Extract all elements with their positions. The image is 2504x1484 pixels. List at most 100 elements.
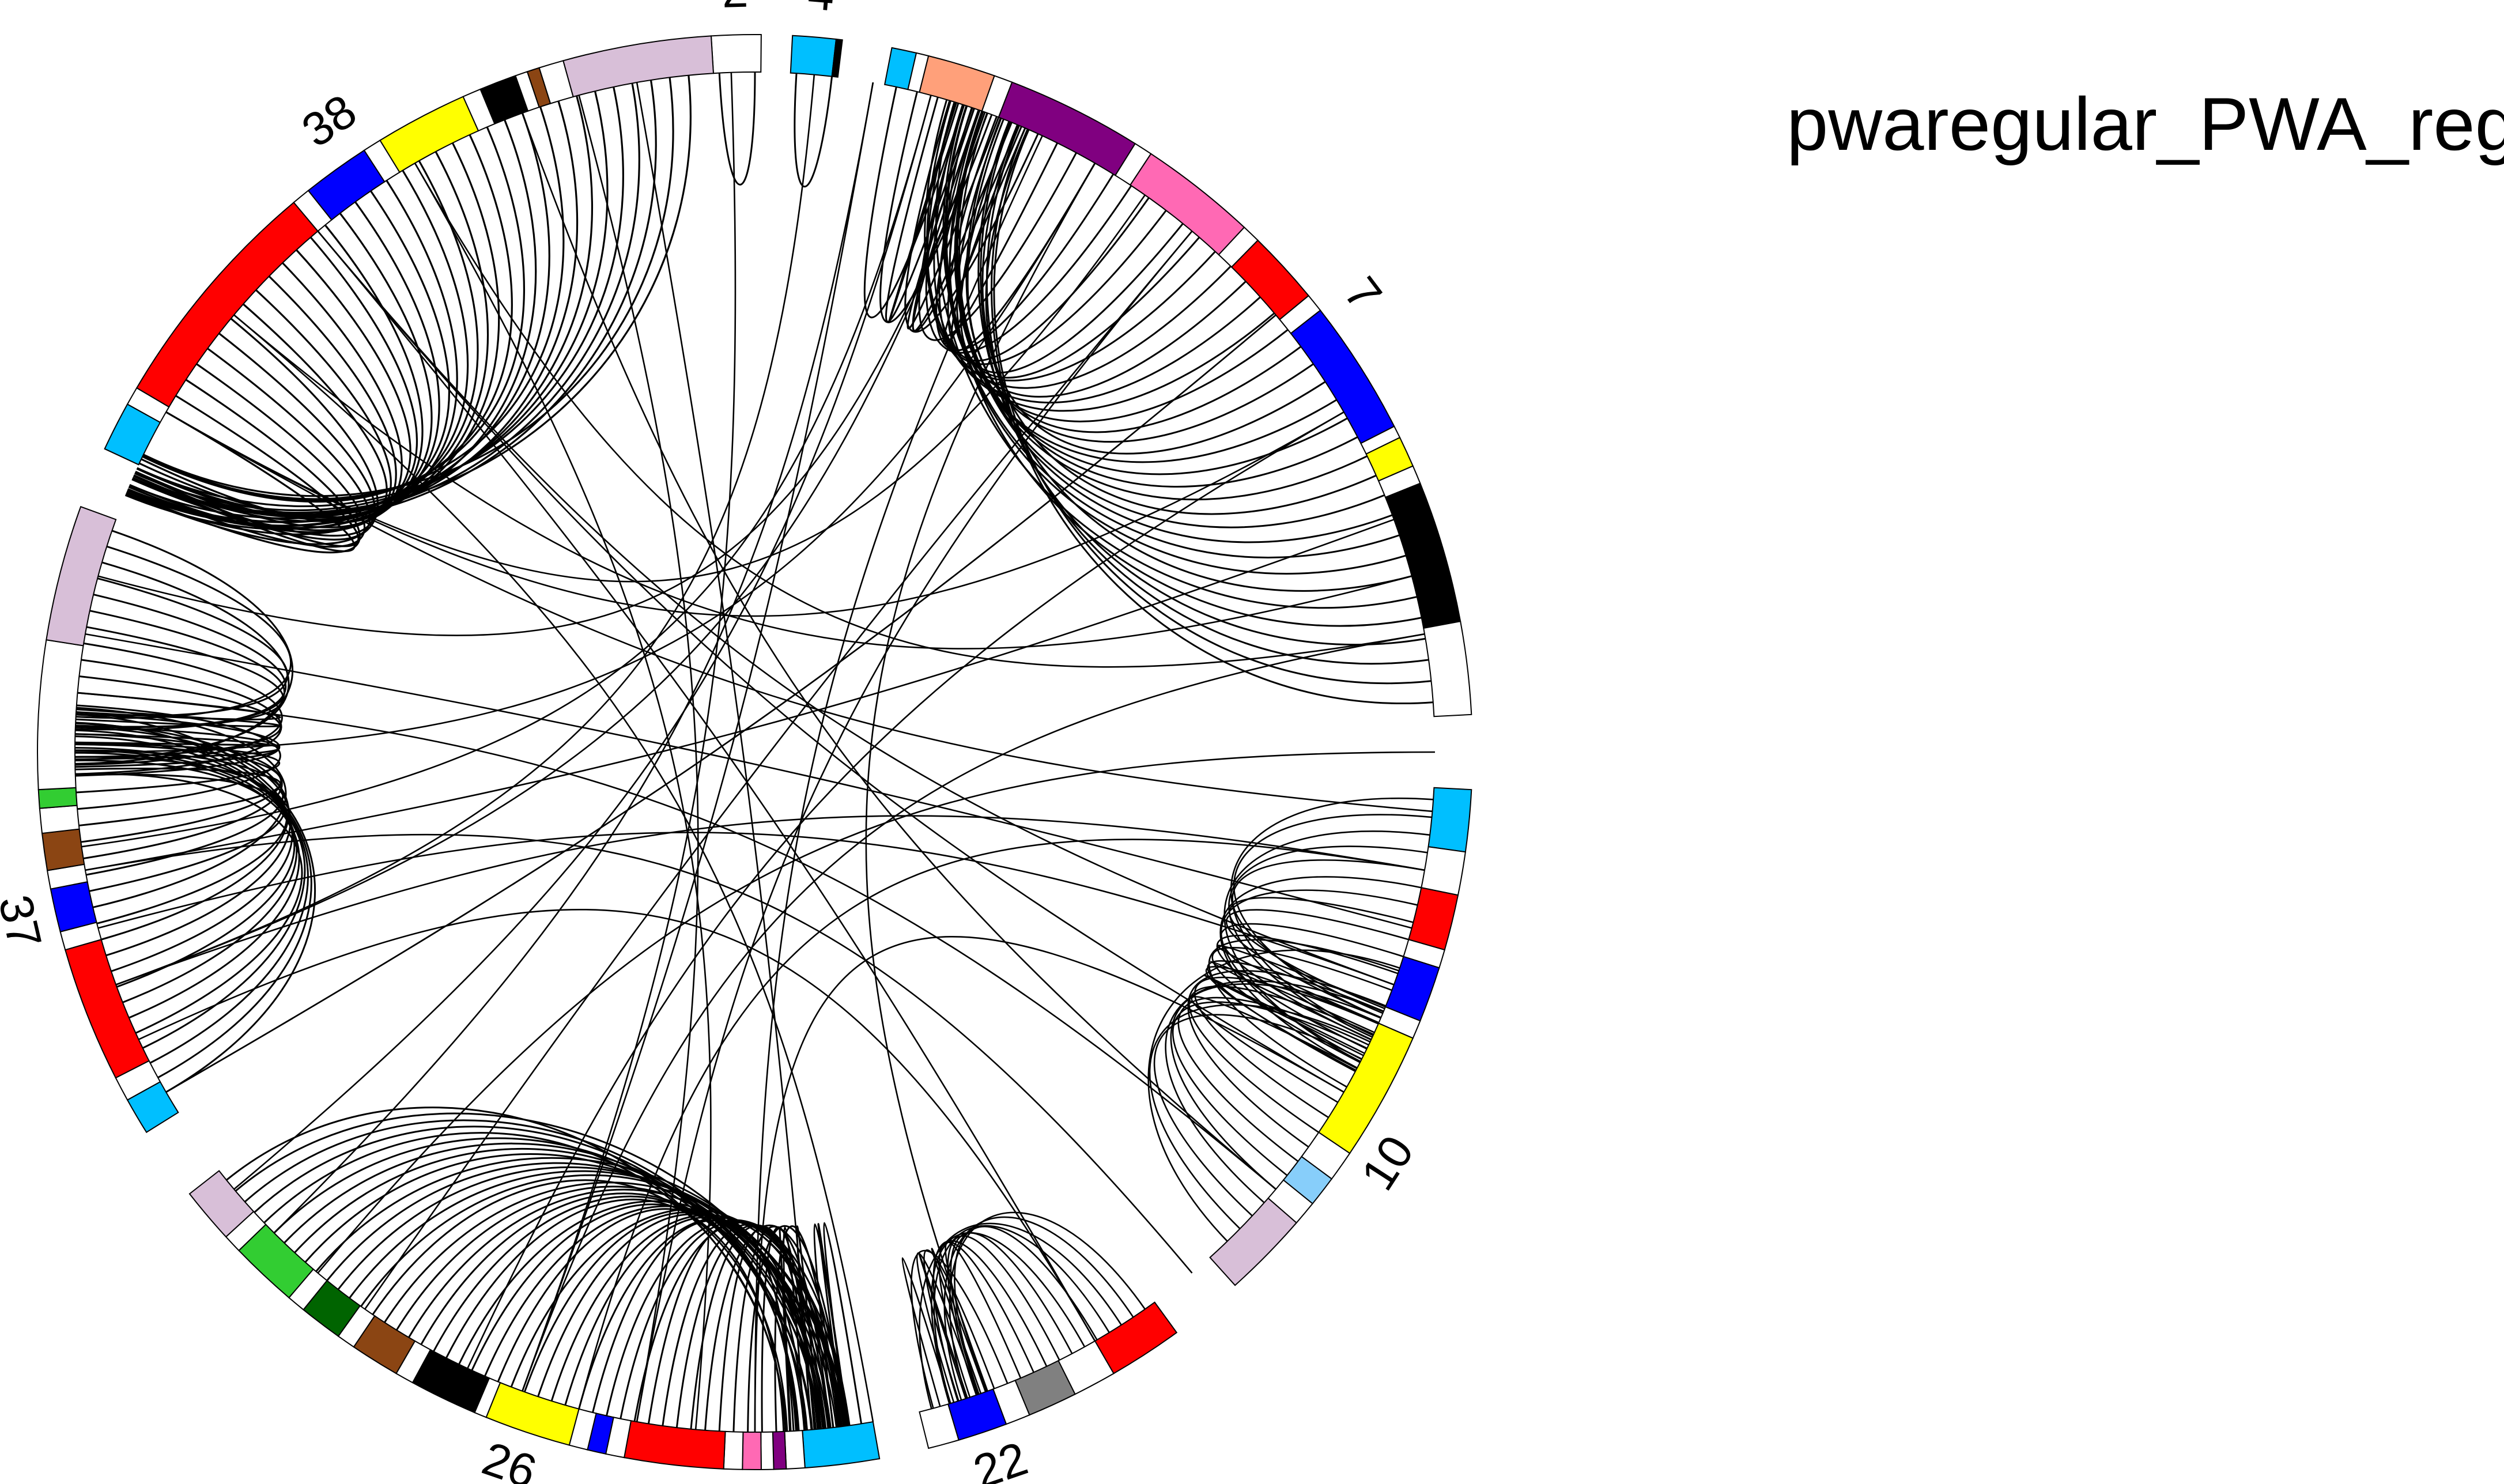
chord-10 (1194, 976, 1379, 1119)
color-block-white (760, 1431, 775, 1470)
chord-10 (1187, 970, 1387, 1148)
chord-10 (1147, 949, 1400, 1242)
segment-label-10: 10 (1351, 1127, 1424, 1199)
color-block-hotpink (1129, 153, 1245, 256)
chord-7 (977, 120, 1412, 592)
chord-26 (235, 1112, 842, 1427)
chord-7 (888, 102, 960, 323)
segment-label-22: 22 (967, 1432, 1034, 1484)
chord-cross (522, 112, 1276, 1190)
chord-cross (522, 633, 1425, 1392)
chord-cross (754, 936, 1344, 1433)
chord-cross (115, 112, 988, 985)
chord-26 (747, 1225, 847, 1432)
segment-38 (104, 35, 715, 466)
chord-7 (981, 124, 1377, 515)
chord-26 (284, 1142, 824, 1429)
chord-10 (1208, 939, 1399, 1088)
chord-37 (75, 743, 282, 843)
chord-7 (955, 111, 1368, 501)
chord-37 (75, 768, 282, 826)
chord-2 (718, 71, 756, 186)
color-block-red (64, 939, 150, 1079)
chord-38 (125, 318, 379, 545)
chord-10 (1153, 1014, 1362, 1217)
chord-7 (946, 107, 1338, 463)
chord-cross (636, 82, 815, 1430)
chord-cross (364, 231, 1193, 1310)
segment-7 (883, 47, 1472, 718)
color-block-red (623, 1420, 726, 1470)
chord-26 (273, 1137, 813, 1430)
segment-label-38: 38 (293, 85, 366, 157)
chord-10 (1217, 945, 1386, 1024)
chord-cross (165, 194, 1146, 583)
chord-cross (115, 815, 1425, 985)
chord-10 (1216, 935, 1399, 1050)
chord-38 (143, 77, 674, 497)
chord-22 (943, 1216, 1134, 1400)
segment-26 (188, 1170, 881, 1470)
chord-26 (395, 1185, 825, 1429)
chord-37 (75, 742, 281, 794)
chord-10 (1170, 983, 1381, 1190)
chord-38 (142, 106, 565, 500)
chord-22 (947, 1235, 1060, 1396)
chord-22 (916, 1252, 978, 1403)
color-block-yellow (379, 96, 479, 173)
chord-10 (1191, 996, 1358, 1103)
chord-37 (75, 773, 303, 1034)
chord-37 (75, 725, 280, 768)
chord-cross (77, 692, 1276, 1190)
chord-7 (980, 122, 1426, 645)
color-block-hotpink (742, 1431, 762, 1470)
chord-cross (414, 163, 712, 1430)
color-block-white (919, 1403, 960, 1449)
chord-38 (131, 95, 593, 516)
chord-37 (75, 530, 293, 765)
color-block-purple (772, 1430, 787, 1470)
color-block-white (39, 805, 80, 834)
chord-links (74, 71, 1436, 1433)
color-block-limegreen (37, 787, 78, 809)
chord-cross (522, 72, 737, 1392)
color-block-lavender (46, 505, 117, 647)
color-block-lightsalmon (919, 55, 995, 112)
color-block-white (1421, 846, 1467, 896)
segment-label-7: 7 (1334, 268, 1392, 320)
chord-cross (233, 314, 874, 1422)
chord-38 (132, 75, 692, 514)
color-block-blue (1290, 309, 1395, 444)
chart-title: pwaregular_PWA_reg (1787, 82, 2504, 166)
chord-7 (944, 105, 1400, 558)
chord-38 (137, 86, 624, 507)
chord-cross (467, 411, 1344, 1369)
chord-38 (127, 80, 657, 523)
chord-cross (85, 519, 1395, 871)
chord-cross (317, 751, 1436, 1274)
chord-7 (935, 101, 1418, 609)
chord-22 (950, 1232, 1073, 1395)
chord-cross (85, 833, 1193, 1274)
chord-37 (75, 594, 287, 731)
chord-7 (985, 129, 1326, 455)
segment-4 (790, 35, 843, 78)
color-block-black (831, 38, 843, 78)
chord-22 (911, 1249, 1009, 1409)
chord-37 (75, 722, 290, 941)
chord-7 (918, 104, 1077, 341)
chord-cross (273, 82, 874, 1234)
chord-10 (1149, 1004, 1371, 1229)
chord-26 (433, 1195, 800, 1431)
chord-7 (904, 100, 1039, 333)
chord-cross (97, 112, 988, 636)
color-block-lavender (1209, 1197, 1298, 1286)
chord-cross (233, 95, 932, 1190)
chord-10 (1220, 923, 1404, 1041)
chord-cross (115, 74, 815, 985)
chord-37 (75, 726, 292, 957)
color-block-white (710, 34, 762, 74)
chord-10 (1211, 947, 1392, 1063)
chord-10 (1172, 1001, 1368, 1176)
